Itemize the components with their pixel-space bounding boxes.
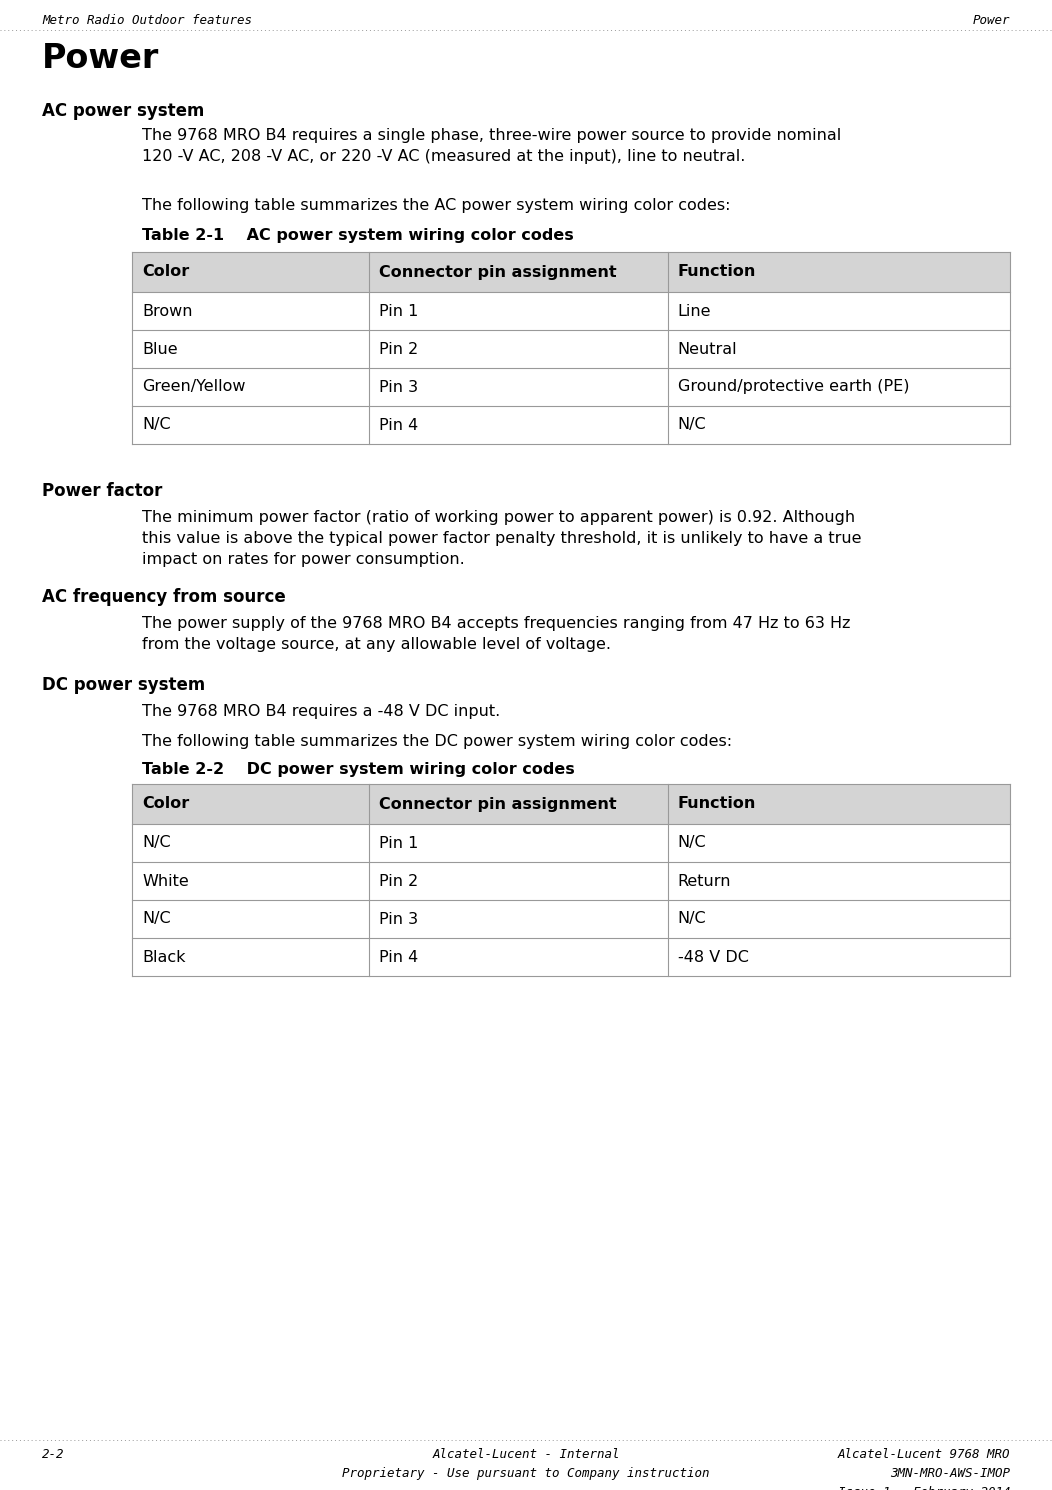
Text: Power: Power — [42, 42, 159, 74]
Text: AC power system: AC power system — [42, 101, 204, 121]
Text: Pin 3: Pin 3 — [379, 912, 419, 927]
Bar — [132, 329, 1010, 368]
Text: Line: Line — [677, 304, 711, 319]
Text: Ground/protective earth (PE): Ground/protective earth (PE) — [677, 380, 909, 395]
Text: Black: Black — [142, 949, 185, 964]
Bar — [132, 900, 1010, 939]
Text: Power factor: Power factor — [42, 481, 162, 501]
Text: Brown: Brown — [142, 304, 193, 319]
Text: The following table summarizes the DC power system wiring color codes:: The following table summarizes the DC po… — [142, 735, 732, 749]
Text: Pin 4: Pin 4 — [379, 417, 419, 432]
Bar — [132, 368, 1010, 405]
Text: Function: Function — [677, 265, 756, 280]
Text: N/C: N/C — [677, 912, 706, 927]
Text: N/C: N/C — [677, 417, 706, 432]
Text: -48 V DC: -48 V DC — [677, 949, 748, 964]
Bar — [132, 863, 1010, 900]
Text: The following table summarizes the AC power system wiring color codes:: The following table summarizes the AC po… — [142, 198, 730, 213]
Text: Metro Radio Outdoor features: Metro Radio Outdoor features — [42, 13, 252, 27]
Text: Green/Yellow: Green/Yellow — [142, 380, 245, 395]
Text: N/C: N/C — [142, 836, 170, 851]
Text: The power supply of the 9768 MRO B4 accepts frequencies ranging from 47 Hz to 63: The power supply of the 9768 MRO B4 acce… — [142, 615, 850, 653]
Bar — [132, 939, 1010, 976]
Text: Alcatel-Lucent 9768 MRO
3MN-MRO-AWS-IMOP
Issue 1   February 2014: Alcatel-Lucent 9768 MRO 3MN-MRO-AWS-IMOP… — [837, 1448, 1010, 1490]
Text: Table 2-1    AC power system wiring color codes: Table 2-1 AC power system wiring color c… — [142, 228, 573, 243]
Bar — [132, 292, 1010, 329]
Text: Blue: Blue — [142, 341, 178, 356]
Bar — [132, 405, 1010, 444]
Text: Alcatel-Lucent - Internal
Proprietary - Use pursuant to Company instruction: Alcatel-Lucent - Internal Proprietary - … — [342, 1448, 710, 1480]
Text: Pin 3: Pin 3 — [379, 380, 419, 395]
Text: DC power system: DC power system — [42, 676, 205, 694]
Bar — [132, 784, 1010, 824]
Text: Pin 1: Pin 1 — [379, 836, 419, 851]
Text: Color: Color — [142, 265, 189, 280]
Text: Pin 1: Pin 1 — [379, 304, 419, 319]
Text: N/C: N/C — [142, 417, 170, 432]
Text: N/C: N/C — [677, 836, 706, 851]
Bar — [132, 252, 1010, 292]
Text: Connector pin assignment: Connector pin assignment — [379, 797, 616, 812]
Text: The minimum power factor (ratio of working power to apparent power) is 0.92. Alt: The minimum power factor (ratio of worki… — [142, 510, 862, 568]
Text: Return: Return — [677, 873, 731, 888]
Text: Neutral: Neutral — [677, 341, 737, 356]
Text: Power: Power — [972, 13, 1010, 27]
Text: 2-2: 2-2 — [42, 1448, 64, 1462]
Bar — [132, 824, 1010, 863]
Text: Connector pin assignment: Connector pin assignment — [379, 265, 616, 280]
Text: The 9768 MRO B4 requires a -48 V DC input.: The 9768 MRO B4 requires a -48 V DC inpu… — [142, 703, 501, 720]
Text: Color: Color — [142, 797, 189, 812]
Text: N/C: N/C — [142, 912, 170, 927]
Text: AC frequency from source: AC frequency from source — [42, 589, 286, 606]
Text: White: White — [142, 873, 188, 888]
Text: Pin 2: Pin 2 — [379, 873, 419, 888]
Text: Pin 4: Pin 4 — [379, 949, 419, 964]
Text: The 9768 MRO B4 requires a single phase, three-wire power source to provide nomi: The 9768 MRO B4 requires a single phase,… — [142, 128, 842, 164]
Text: Function: Function — [677, 797, 756, 812]
Text: Pin 2: Pin 2 — [379, 341, 419, 356]
Text: Table 2-2    DC power system wiring color codes: Table 2-2 DC power system wiring color c… — [142, 761, 574, 776]
